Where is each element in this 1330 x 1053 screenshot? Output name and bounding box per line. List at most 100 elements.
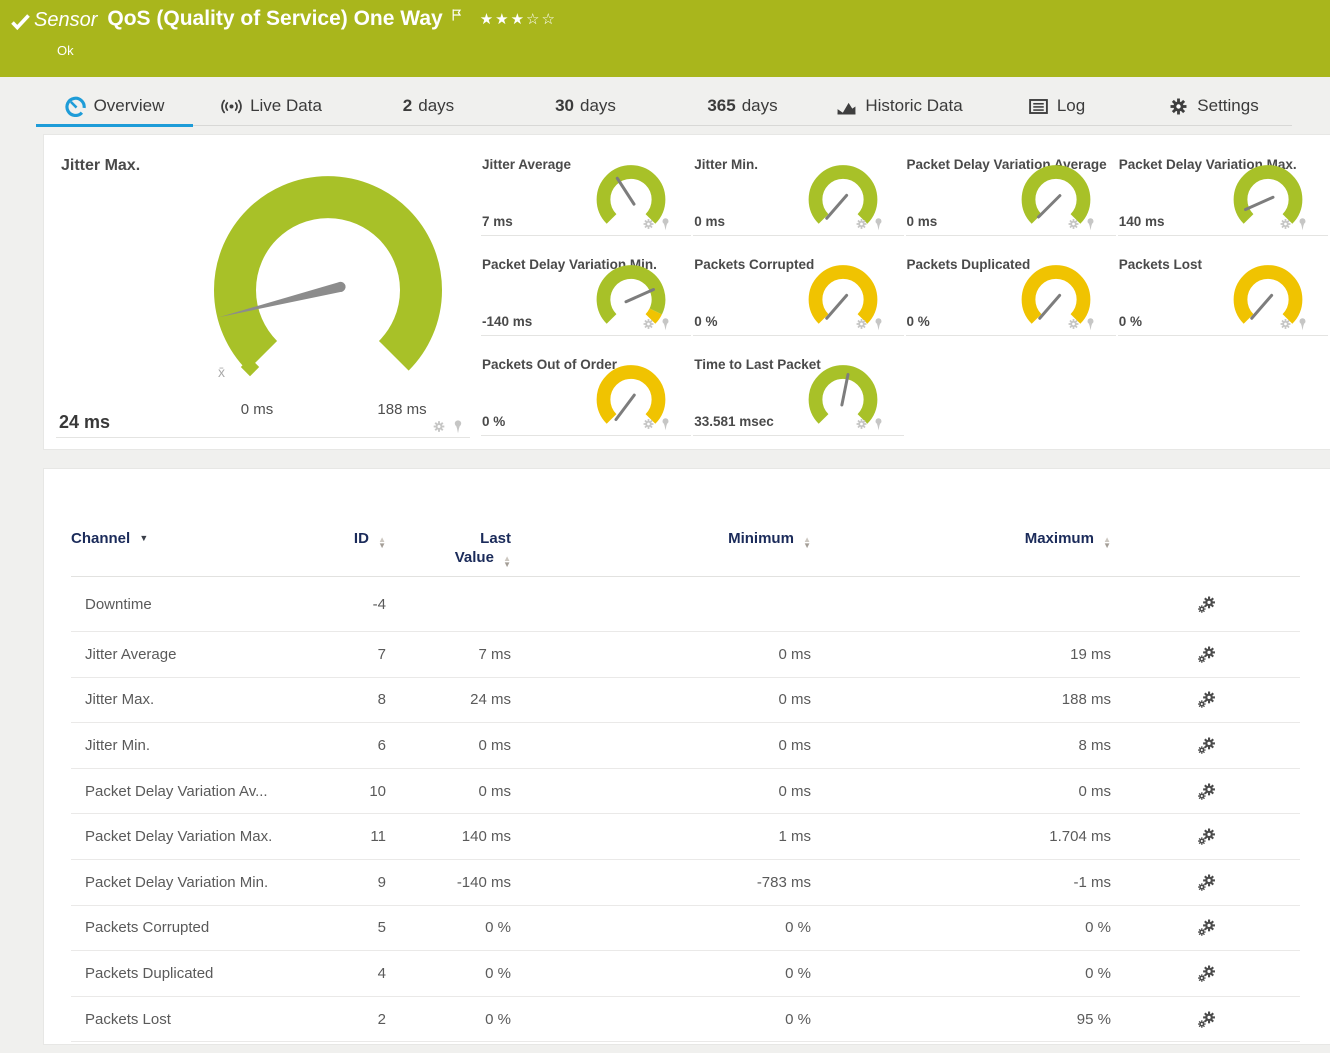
tab-label: Log bbox=[1056, 96, 1086, 115]
cell-last-value: 0 ms bbox=[478, 736, 511, 754]
gauge-title: Jitter Average bbox=[482, 157, 572, 172]
primary-gauge: x̄ bbox=[214, 176, 442, 380]
pin-icon[interactable] bbox=[451, 419, 465, 434]
gear-icon[interactable] bbox=[642, 317, 655, 331]
channel-settings-gear-icon[interactable] bbox=[1196, 690, 1216, 709]
gear-icon[interactable] bbox=[642, 217, 655, 231]
channel-settings-gear-icon[interactable] bbox=[1196, 827, 1216, 846]
tab-settings[interactable]: Settings bbox=[1135, 87, 1292, 125]
channel-settings-gear-icon[interactable] bbox=[1196, 736, 1216, 755]
pin-icon[interactable] bbox=[1084, 217, 1097, 231]
cell-maximum: 0 % bbox=[1085, 964, 1111, 982]
gear-icon[interactable] bbox=[1067, 217, 1080, 231]
channel-settings-gear-icon[interactable] bbox=[1196, 918, 1216, 937]
gauge-cell: Packets Corrupted 0 % bbox=[693, 245, 904, 336]
gauge-min-marker bbox=[240, 357, 260, 377]
gauge-value: 0 ms bbox=[906, 214, 938, 229]
column-header-id[interactable]: ID ▲ ▼ bbox=[353, 530, 386, 550]
pin-icon[interactable] bbox=[659, 417, 672, 431]
broadcast-icon bbox=[221, 99, 242, 113]
column-header-minimum[interactable]: Minimum ▲ ▼ bbox=[728, 530, 811, 550]
pin-icon[interactable] bbox=[872, 417, 885, 431]
status-check-icon bbox=[10, 13, 31, 30]
cell-last-value: 140 ms bbox=[461, 828, 511, 846]
gauge-needle bbox=[615, 176, 636, 206]
tab-2-days[interactable]: 2 days bbox=[350, 87, 507, 125]
gauge-needle bbox=[825, 293, 849, 320]
pin-icon[interactable] bbox=[1084, 317, 1097, 331]
priority-stars[interactable]: ★★★☆☆ bbox=[480, 10, 557, 28]
cell-id: 10 bbox=[369, 782, 386, 800]
tab-number: 2 bbox=[402, 96, 413, 115]
channel-table-body: Downtime -4 Jitter Average 7 7 ms 0 ms 1… bbox=[71, 577, 1300, 1043]
gear-icon[interactable] bbox=[1279, 217, 1292, 231]
cell-maximum: 19 ms bbox=[1070, 645, 1111, 663]
channel-settings-gear-icon[interactable] bbox=[1196, 595, 1216, 614]
tab-365-days[interactable]: 365 days bbox=[664, 87, 821, 125]
column-header-channel[interactable]: Channel ▼ bbox=[71, 530, 149, 547]
tab-label: Historic Data bbox=[865, 96, 963, 115]
column-header-last-value[interactable]: Last Value ▲ ▼ bbox=[454, 530, 511, 569]
gauge-title: Packet Delay Variation Max. bbox=[1118, 157, 1297, 172]
pin-icon[interactable] bbox=[659, 317, 672, 331]
gear-icon[interactable] bbox=[642, 417, 655, 431]
cell-last-value: 24 ms bbox=[470, 691, 511, 709]
sort-icon: ▲ ▼ bbox=[378, 535, 386, 550]
cell-maximum: 1.704 ms bbox=[1049, 828, 1111, 846]
stars-filled: ★★★ bbox=[479, 11, 527, 28]
pin-icon[interactable] bbox=[872, 217, 885, 231]
pin-icon[interactable] bbox=[872, 317, 885, 331]
gear-icon[interactable] bbox=[432, 419, 446, 434]
gear-icon[interactable] bbox=[855, 217, 868, 231]
cell-last-value: 0 % bbox=[485, 1010, 511, 1028]
tab-log[interactable]: Log bbox=[978, 87, 1135, 125]
channel-settings-gear-icon[interactable] bbox=[1196, 873, 1216, 892]
cell-id: 7 bbox=[377, 645, 386, 663]
gauge-value: -140 ms bbox=[482, 314, 533, 329]
channel-settings-gear-icon[interactable] bbox=[1196, 1010, 1216, 1029]
cell-maximum: 0 % bbox=[1085, 919, 1111, 937]
cell-id: 5 bbox=[377, 919, 386, 937]
cell-channel: Packets Corrupted bbox=[85, 919, 210, 937]
gauge-title: Packets Lost bbox=[1118, 257, 1203, 272]
gauge-icon bbox=[64, 96, 86, 117]
tab-number: 365 bbox=[707, 96, 736, 115]
channel-table-header: Channel ▼ ID ▲ ▼ Last Value ▲ ▼ Minimum ▲ ▼ Maxi… bbox=[71, 529, 1300, 577]
tab-label: Settings bbox=[1197, 96, 1259, 115]
cell-minimum: 0 % bbox=[785, 1010, 811, 1028]
gauge bbox=[1021, 165, 1090, 224]
gauge-needle bbox=[1036, 194, 1061, 219]
tab-live-data[interactable]: Live Data bbox=[193, 87, 350, 125]
gauge-needle bbox=[219, 281, 346, 318]
channel-settings-gear-icon[interactable] bbox=[1196, 782, 1216, 801]
tab-30-days[interactable]: 30 days bbox=[507, 87, 664, 125]
cell-maximum: 8 ms bbox=[1078, 736, 1111, 754]
cell-channel: Packets Lost bbox=[85, 1010, 171, 1028]
tab-overview[interactable]: Overview bbox=[36, 87, 193, 127]
gauge-value: 140 ms bbox=[1118, 214, 1165, 229]
sensor-type-label: Sensor bbox=[34, 9, 98, 31]
gear-icon[interactable] bbox=[855, 417, 868, 431]
pin-icon[interactable] bbox=[659, 217, 672, 231]
gauge-title: Packet Delay Variation Min. bbox=[482, 257, 657, 272]
column-header-maximum[interactable]: Maximum ▲ ▼ bbox=[1024, 530, 1111, 550]
gauge-value: 33.581 msec bbox=[694, 414, 774, 429]
banner-title-line: Sensor QoS (Quality of Service) One Way … bbox=[34, 7, 557, 32]
channel-settings-gear-icon[interactable] bbox=[1196, 645, 1216, 664]
cell-maximum: 188 ms bbox=[1061, 691, 1111, 709]
gear-icon[interactable] bbox=[1279, 317, 1292, 331]
pin-icon[interactable] bbox=[1296, 217, 1309, 231]
tab-label: days bbox=[741, 96, 778, 115]
gauge-cell: Packets Duplicated 0 % bbox=[905, 245, 1116, 336]
pin-icon[interactable] bbox=[1296, 317, 1309, 331]
gear-icon[interactable] bbox=[855, 317, 868, 331]
chart-icon bbox=[837, 102, 856, 114]
channel-settings-gear-icon[interactable] bbox=[1196, 964, 1216, 983]
gauge bbox=[808, 165, 878, 224]
tab-historic-data[interactable]: Historic Data bbox=[821, 87, 978, 125]
cell-channel: Packet Delay Variation Min. bbox=[85, 873, 269, 891]
flag-icon[interactable] bbox=[448, 7, 464, 23]
gauge bbox=[596, 365, 666, 424]
cell-id: 2 bbox=[377, 1010, 386, 1028]
gear-icon[interactable] bbox=[1067, 317, 1080, 331]
